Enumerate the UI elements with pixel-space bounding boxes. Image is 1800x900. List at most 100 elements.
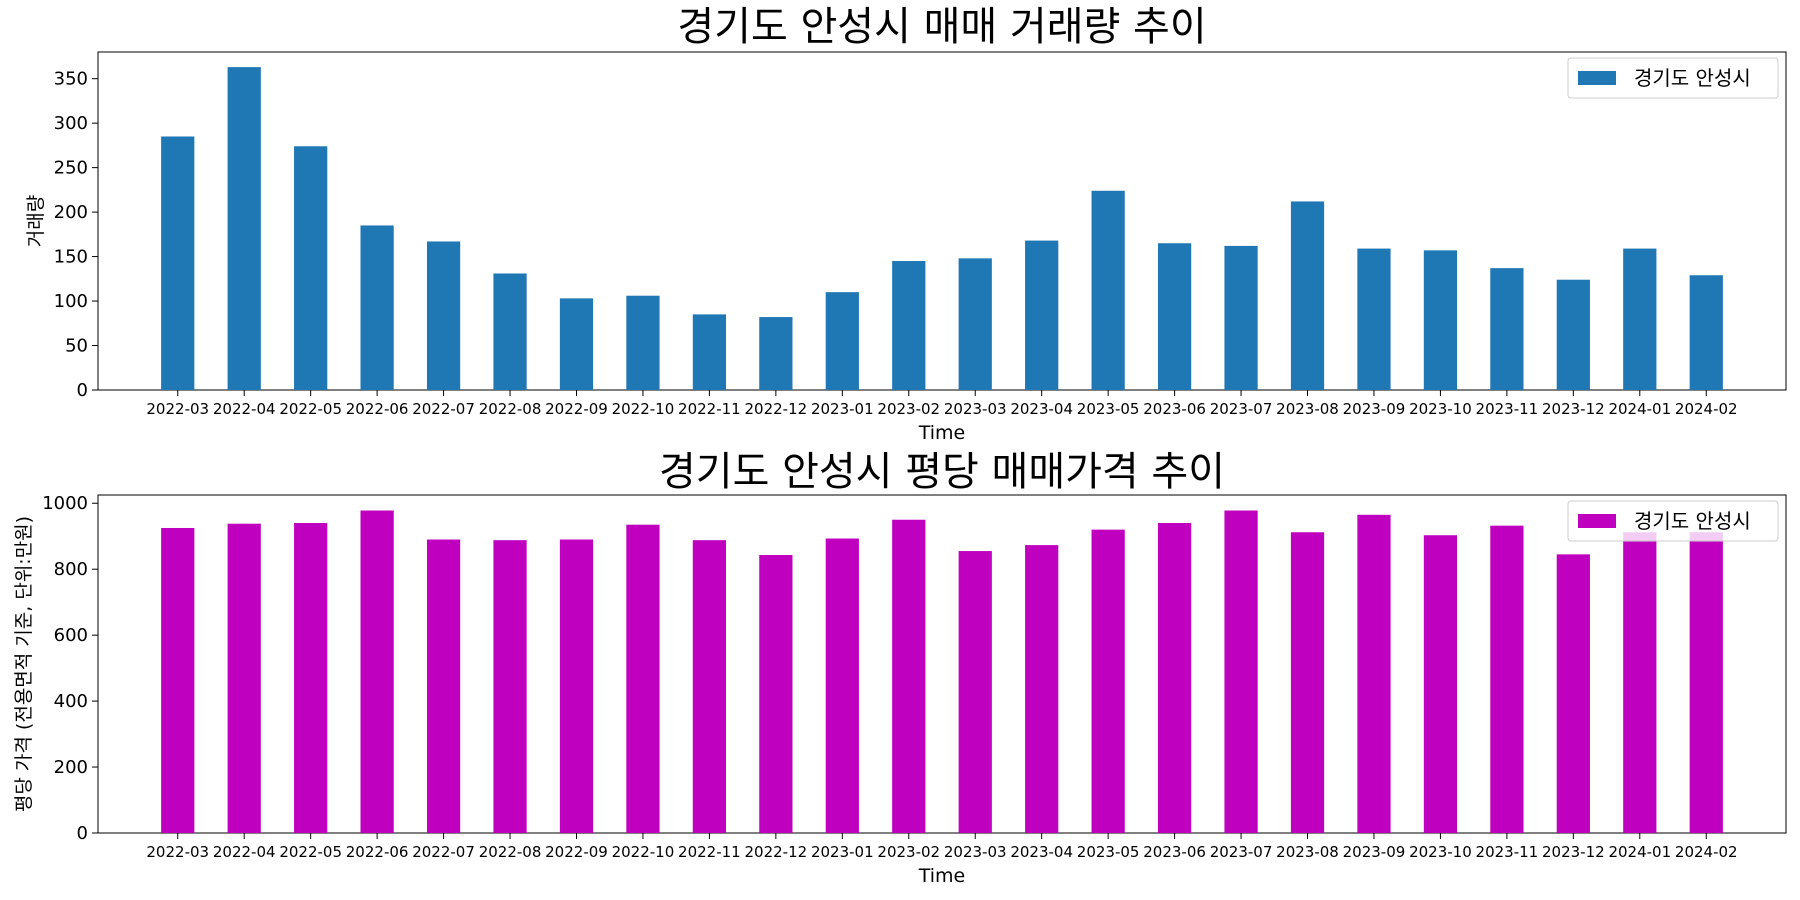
x-tick-label: 2022-06 [346,843,409,861]
x-tick-label: 2022-07 [412,843,475,861]
bar-2023-10 [1423,535,1458,833]
x-tick-label: 2023-05 [1077,843,1140,861]
x-tick-label: 2022-11 [678,843,741,861]
chart-1-title: 경기도 안성시 매매 거래량 추이 [677,4,1206,50]
x-tick-label: 2022-04 [213,400,276,418]
x-tick-label: 2024-02 [1675,400,1738,418]
bar-2023-09 [1357,514,1391,833]
x-tick-label: 2022-03 [146,843,209,861]
bar-2022-05 [294,146,328,390]
bar-2022-04 [227,523,261,833]
x-tick-label: 2022-06 [346,400,409,418]
chart-2-legend: 경기도 안성시 [1567,500,1779,542]
chart-1-ylabel: 거래량 [25,195,47,247]
x-tick-label: 2023-02 [877,400,940,418]
y-tick-label: 350 [54,69,88,90]
bar-2022-07 [426,539,461,833]
bar-2022-05 [294,523,328,833]
bar-2023-09 [1357,248,1391,390]
y-tick-label: 800 [54,559,88,580]
bar-2022-03 [161,136,195,390]
bar-2023-07 [1224,245,1258,390]
chart-2-legend-box [1567,500,1779,542]
x-tick-label: 2023-08 [1276,400,1339,418]
bar-2023-05 [1091,190,1125,390]
bar-2023-11 [1490,525,1524,833]
chart-1-legend: 경기도 안성시 [1567,57,1779,99]
chart-2-legend-label: 경기도 안성시 [1634,509,1751,533]
chart-2-y-axis: 0 200 400 600 800 1000 [42,493,98,844]
bar-2023-10 [1423,250,1458,390]
y-tick-label: 150 [54,247,88,268]
bar-2023-08 [1290,201,1325,390]
x-tick-label: 2023-01 [811,843,874,861]
y-tick-label: 50 [65,336,88,357]
chart-2-plot-frame [97,494,1787,834]
y-tick-label: 0 [77,380,88,401]
x-tick-label: 2023-07 [1210,843,1273,861]
chart-1: 경기도 안성시 매매 거래량 추이 050100150200250300350 … [25,4,1787,444]
y-tick-label: 600 [54,625,88,646]
bar-2024-01 [1623,248,1657,390]
chart-2-title: 경기도 안성시 평당 매매가격 추이 [659,449,1225,495]
x-tick-label: 2024-01 [1608,843,1671,861]
y-tick-label: 100 [54,291,88,312]
x-tick-label: 2022-08 [479,400,542,418]
x-tick-label: 2023-02 [877,843,940,861]
x-tick-label: 2022-07 [412,400,475,418]
bar-2024-02 [1689,275,1723,390]
bar-2023-01 [825,292,859,390]
y-tick-label: 0 [77,823,88,844]
y-tick-label: 200 [54,202,88,223]
chart-1-legend-swatch [1578,71,1616,85]
bar-2022-11 [692,540,727,833]
bar-2023-01 [825,538,859,833]
bar-2023-05 [1091,529,1125,833]
y-tick-label: 300 [54,113,88,134]
x-tick-label: 2024-01 [1608,400,1671,418]
x-tick-label: 2023-04 [1010,843,1073,861]
bar-2023-02 [892,519,926,833]
bar-2022-11 [692,314,727,390]
y-tick-label: 400 [54,691,88,712]
chart-1-y-axis: 0 50 100 150 200 250 300 350 [54,69,98,401]
bar-2023-03 [958,258,992,390]
chart-2-legend-swatch [1578,514,1616,528]
x-tick-label: 2023-11 [1476,400,1539,418]
x-tick-label: 2023-12 [1542,843,1605,861]
chart-2-bars [161,510,1723,833]
x-tick-label: 2023-10 [1409,400,1472,418]
bar-2023-11 [1490,268,1524,390]
chart-2-x-axis: 2022-03 2022-04 2022-05 2022-06 2022-07 2022-… [146,833,1738,861]
x-tick-label: 2022-05 [279,843,342,861]
x-tick-label: 2022-10 [612,400,675,418]
bar-2022-03 [161,527,195,833]
bar-2024-01 [1623,532,1657,833]
bar-2022-12 [759,317,793,390]
bar-2023-04 [1025,240,1059,390]
bar-2023-04 [1025,545,1059,833]
bar-2022-06 [360,225,394,390]
x-tick-label: 2022-08 [479,843,542,861]
bar-2022-09 [559,539,594,833]
chart-1-x-axis: 2022-03 2022-04 2022-05 2022-06 2022-07 2022-… [146,390,1738,418]
bar-2022-10 [626,524,660,833]
bar-2022-07 [426,241,461,390]
x-tick-label: 2023-01 [811,400,874,418]
bar-2023-08 [1290,532,1325,833]
x-tick-label: 2023-09 [1343,400,1406,418]
bar-2023-06 [1157,243,1192,390]
chart-1-xlabel: Time [918,422,966,444]
chart-2-ylabel: 평당 가격 (전용면적 기준, 단위:만원) [13,516,35,812]
x-tick-label: 2024-02 [1675,843,1738,861]
x-tick-label: 2022-11 [678,400,741,418]
x-tick-label: 2023-11 [1476,843,1539,861]
x-tick-label: 2022-12 [745,400,808,418]
chart-2-xlabel: Time [918,865,966,887]
x-tick-label: 2022-09 [545,843,608,861]
bar-2022-12 [759,555,793,833]
bar-2022-10 [626,295,660,390]
x-tick-label: 2023-06 [1143,400,1206,418]
y-tick-label: 250 [54,158,88,179]
bar-2022-08 [493,540,527,833]
